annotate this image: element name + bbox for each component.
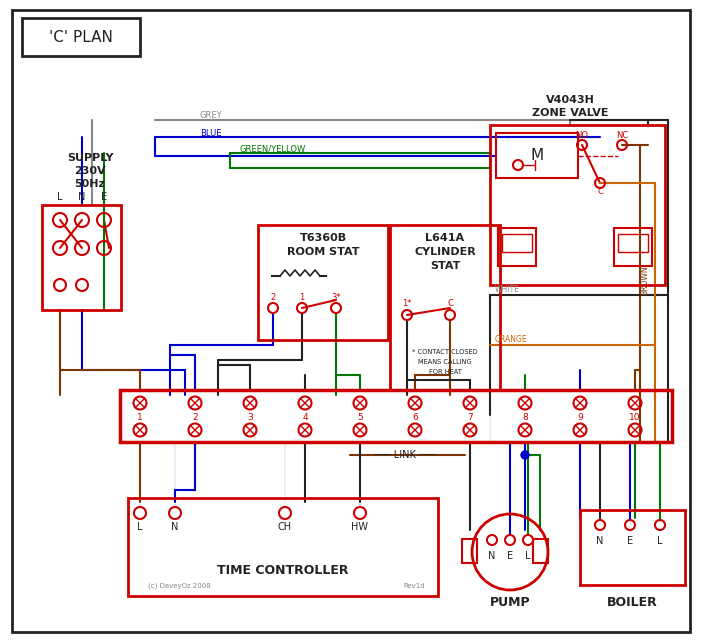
Text: M: M (531, 149, 543, 163)
Text: N: N (79, 192, 86, 202)
Text: 4: 4 (302, 413, 307, 422)
Bar (22, 18, 140, 56)
Text: 2: 2 (270, 294, 276, 303)
Text: CH: CH (278, 522, 292, 532)
Text: FOR HEAT: FOR HEAT (428, 369, 461, 375)
Circle shape (521, 451, 529, 459)
Text: E: E (507, 551, 513, 561)
Text: 3: 3 (247, 413, 253, 422)
Text: E: E (627, 536, 633, 546)
Bar (120, 390, 672, 442)
Text: 1: 1 (137, 413, 143, 422)
Bar (502, 234, 532, 252)
Text: GREY: GREY (200, 110, 223, 119)
Text: L: L (657, 536, 663, 546)
Text: PUMP: PUMP (490, 595, 530, 608)
Text: CYLINDER: CYLINDER (414, 247, 476, 257)
Text: Rev1d: Rev1d (404, 583, 425, 589)
Text: 9: 9 (577, 413, 583, 422)
Bar (618, 234, 648, 252)
Bar (390, 225, 500, 390)
Text: BOILER: BOILER (607, 595, 657, 608)
Bar (42, 205, 121, 310)
Text: HW: HW (352, 522, 369, 532)
Bar (498, 228, 536, 266)
Text: BROWN: BROWN (640, 265, 649, 295)
Text: 5: 5 (357, 413, 363, 422)
Text: * CONTACT CLOSED: * CONTACT CLOSED (412, 349, 478, 355)
Bar (533, 539, 548, 563)
Text: N: N (171, 522, 179, 532)
Text: 7: 7 (467, 413, 473, 422)
Bar (258, 225, 388, 340)
Bar (580, 510, 685, 585)
Bar (462, 539, 477, 563)
Text: 10: 10 (629, 413, 641, 422)
Text: 8: 8 (522, 413, 528, 422)
Text: 1: 1 (299, 294, 305, 303)
Text: T6360B: T6360B (300, 233, 347, 243)
Text: 1*: 1* (402, 299, 412, 308)
Text: 3*: 3* (331, 294, 340, 303)
Text: L: L (138, 522, 143, 532)
Text: (c) DaveyOz 2008: (c) DaveyOz 2008 (148, 583, 211, 589)
Text: 2: 2 (192, 413, 198, 422)
Text: NO: NO (576, 131, 588, 140)
Text: STAT: STAT (430, 261, 461, 271)
Text: L: L (525, 551, 531, 561)
Text: V4043H: V4043H (545, 95, 595, 105)
Text: 230V: 230V (74, 166, 106, 176)
Text: NC: NC (616, 131, 628, 140)
Text: BLUE: BLUE (200, 128, 222, 138)
Text: C: C (447, 299, 453, 308)
Text: MEANS CALLING: MEANS CALLING (418, 359, 472, 365)
Text: SUPPLY: SUPPLY (67, 153, 113, 163)
Text: ORANGE: ORANGE (495, 335, 528, 344)
Text: 6: 6 (412, 413, 418, 422)
Bar (490, 125, 665, 285)
Bar (614, 228, 652, 266)
Bar (128, 498, 438, 596)
Text: L: L (58, 192, 62, 202)
Text: 50Hz: 50Hz (74, 179, 105, 189)
Text: ZONE VALVE: ZONE VALVE (531, 108, 608, 118)
Text: E: E (101, 192, 107, 202)
Text: C: C (597, 188, 603, 197)
Text: 'C' PLAN: 'C' PLAN (49, 31, 113, 46)
Text: TIME CONTROLLER: TIME CONTROLLER (217, 563, 349, 576)
Bar (496, 133, 578, 178)
Text: N: N (596, 536, 604, 546)
Text: ─── LINK ───: ─── LINK ─── (373, 450, 437, 460)
Text: GREEN/YELLOW: GREEN/YELLOW (240, 144, 306, 153)
Text: N: N (489, 551, 496, 561)
Text: WHITE: WHITE (495, 285, 520, 294)
Text: ROOM STAT: ROOM STAT (286, 247, 359, 257)
Text: L641A: L641A (425, 233, 465, 243)
